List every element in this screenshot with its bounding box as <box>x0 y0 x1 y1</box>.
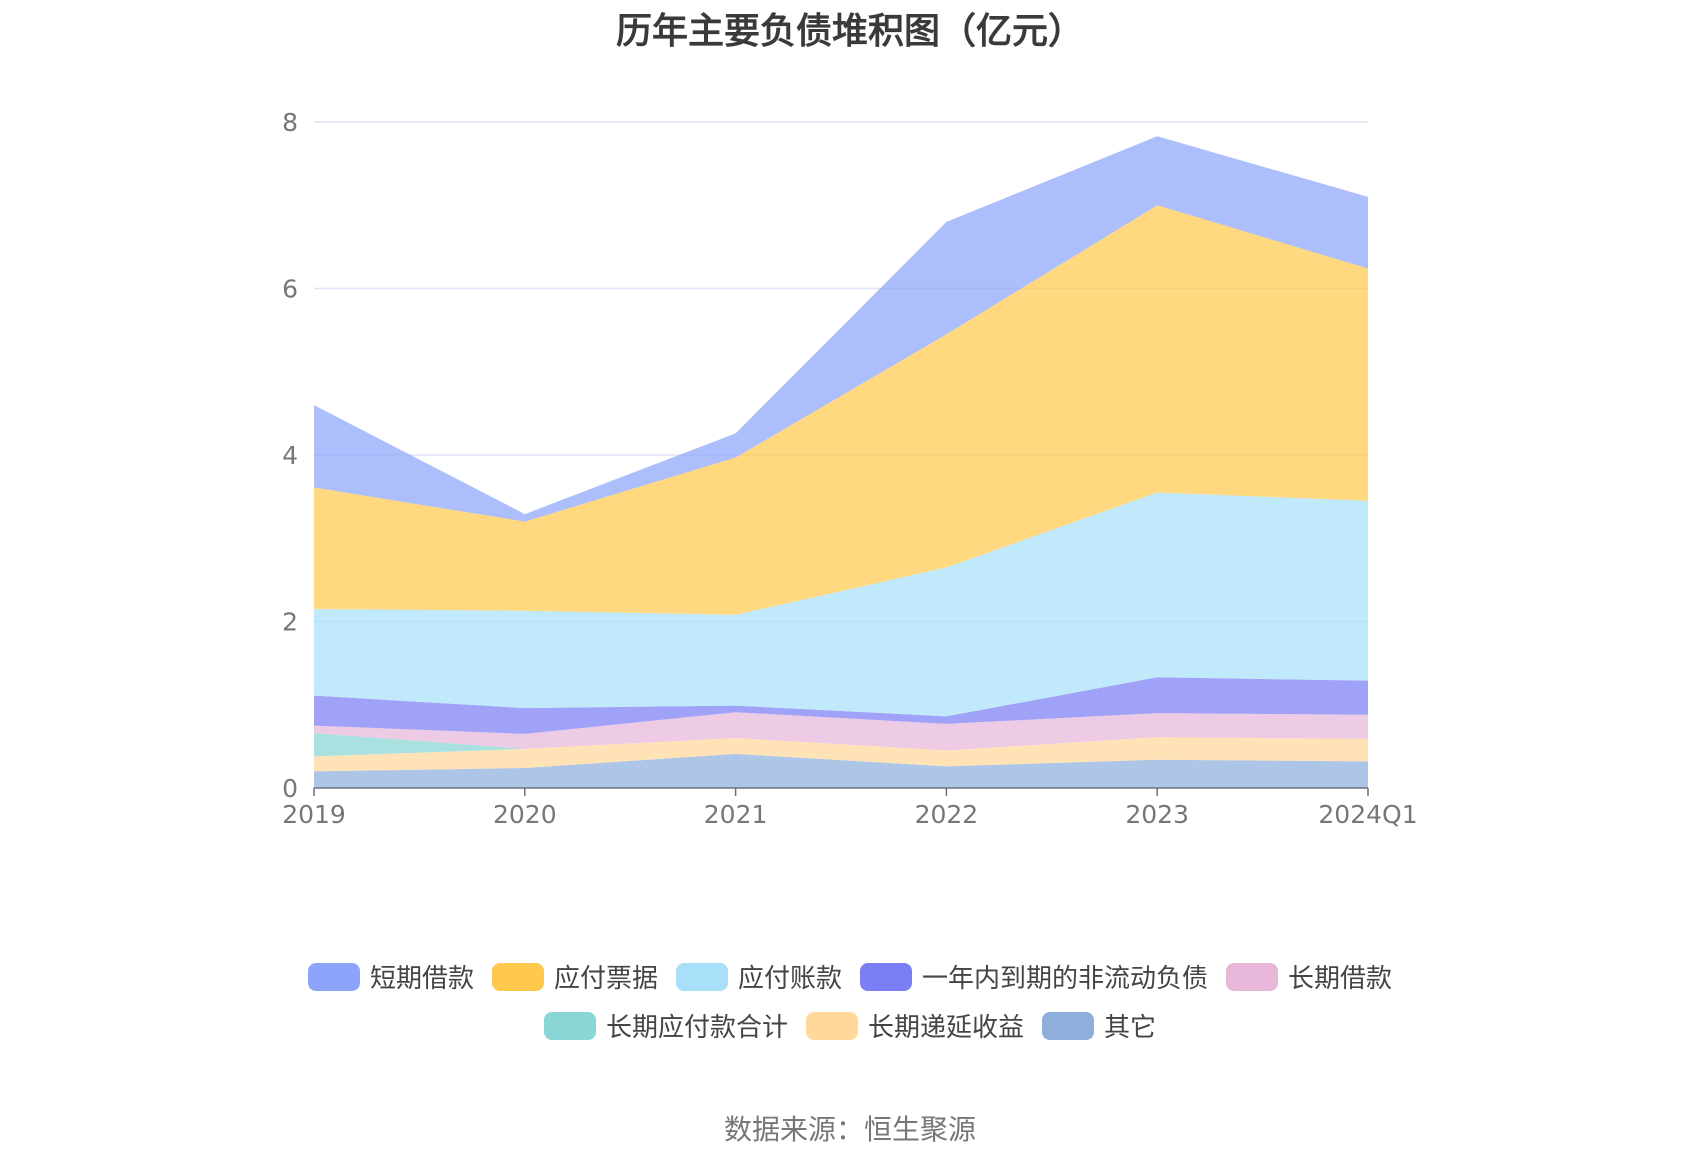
legend-swatch <box>1226 962 1279 991</box>
legend-label: 应付票据 <box>553 964 658 994</box>
area-series <box>314 712 1368 751</box>
y-tick-label: 8 <box>282 108 298 137</box>
axis-layer: 2019 2020 2021 2022 2023 2024Q1 <box>282 787 1418 829</box>
legend-label: 长期借款 <box>1288 964 1393 994</box>
y-tick-label: 4 <box>282 441 298 470</box>
x-tick-label: 2019 <box>282 800 346 829</box>
legend-label: 长期应付款合计 <box>605 1013 788 1043</box>
legend-row: 短期借款 应付票据 应付账款 一年内到期的非流动负债 长期借款 <box>0 958 1700 995</box>
legend-label: 应付账款 <box>737 964 842 994</box>
legend-item[interactable]: 长期递延收益 <box>805 1007 1024 1044</box>
area-series <box>314 677 1368 734</box>
y-tick-label: 6 <box>282 275 298 304</box>
x-tick-label: 2021 <box>704 800 768 829</box>
legend-label: 长期递延收益 <box>867 1013 1024 1043</box>
area-series <box>314 205 1368 615</box>
legend-item[interactable]: 短期借款 <box>307 958 474 995</box>
legend-swatch <box>491 962 544 991</box>
legend-label: 其它 <box>1104 1013 1157 1043</box>
legend-item[interactable]: 长期借款 <box>1226 958 1392 995</box>
x-tick-label: 2023 <box>1125 800 1189 829</box>
legend-item[interactable]: 其它 <box>1042 1007 1156 1044</box>
legend-swatch <box>805 1011 858 1040</box>
legend-swatch <box>543 1011 596 1040</box>
data-source-note: 数据来源：恒生聚源 <box>723 1113 976 1146</box>
area-series <box>314 753 1368 788</box>
legend-swatch <box>307 962 360 991</box>
y-tick-label: 0 <box>282 774 298 803</box>
legend-item[interactable]: 长期应付款合计 <box>543 1007 788 1044</box>
x-tick-label: 2020 <box>493 800 557 829</box>
legend-label: 一年内到期的非流动负债 <box>922 964 1209 994</box>
x-tick-label: 2022 <box>915 800 979 829</box>
area-series <box>314 492 1368 717</box>
area-series <box>314 737 1368 772</box>
legend-swatch <box>860 962 912 991</box>
legend-item[interactable]: 应付账款 <box>675 958 842 995</box>
legend-swatch <box>675 962 728 991</box>
x-tick-label: 2024Q1 <box>1318 800 1417 829</box>
legend-swatch <box>1042 1011 1094 1040</box>
area-series <box>314 136 1368 522</box>
legend-item[interactable]: 一年内到期的非流动负债 <box>860 958 1208 995</box>
legend-item[interactable]: 应付票据 <box>491 958 658 995</box>
legend-row: 长期应付款合计 长期递延收益 其它 <box>0 1007 1700 1044</box>
area-layer <box>314 136 1368 788</box>
y-tick-label: 2 <box>282 608 298 637</box>
chart-title: 历年主要负债堆积图（亿元） <box>615 11 1084 52</box>
legend-label: 短期借款 <box>369 964 474 994</box>
